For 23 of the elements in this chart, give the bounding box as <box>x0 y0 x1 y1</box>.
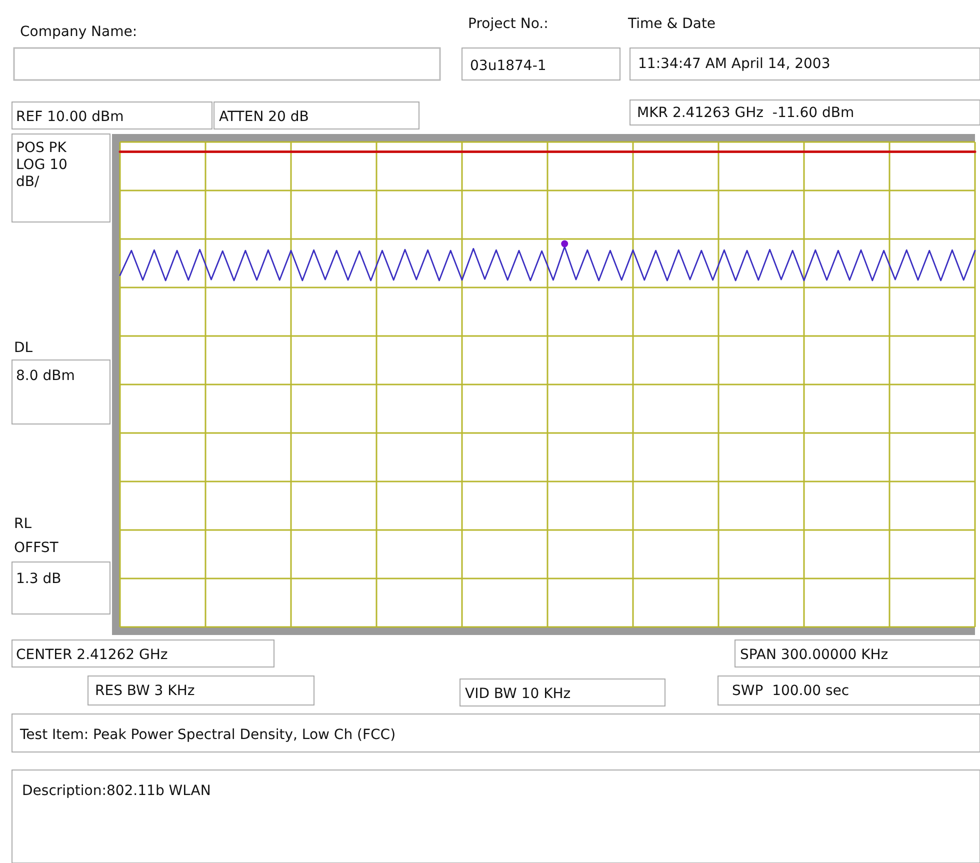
text: Description:802.11b WLAN <box>22 783 211 799</box>
text: 8.0 dBm <box>16 368 75 384</box>
text: dB/ <box>16 174 40 190</box>
text: POS PK <box>16 140 68 156</box>
text: MKR 2.41263 GHz -11.60 dBm <box>637 105 854 121</box>
text: ATTEN 20 dB <box>219 109 309 125</box>
text: SPAN 300.00000 KHz <box>740 647 888 663</box>
text: RES BW 3 KHz <box>95 683 195 699</box>
text: LOG 10 <box>16 157 68 173</box>
text: VID BW 10 KHz <box>465 686 571 702</box>
text: DL <box>14 340 33 356</box>
text: 11:34:47 AM April 14, 2003 <box>638 56 830 72</box>
text: 03u1874-1 <box>470 58 546 74</box>
text: RL <box>14 516 32 532</box>
text: 1.3 dB <box>16 571 62 587</box>
text: SWP 100.00 sec <box>732 683 850 699</box>
text: Project No.: <box>468 16 548 32</box>
text: Time & Date <box>627 16 716 32</box>
text: CENTER 2.41262 GHz <box>16 647 168 663</box>
text: REF 10.00 dBm <box>16 109 124 125</box>
text: OFFST <box>14 540 59 556</box>
text: Company Name: <box>20 24 138 40</box>
text: Test Item: Peak Power Spectral Density, Low Ch (FCC) <box>19 727 396 743</box>
